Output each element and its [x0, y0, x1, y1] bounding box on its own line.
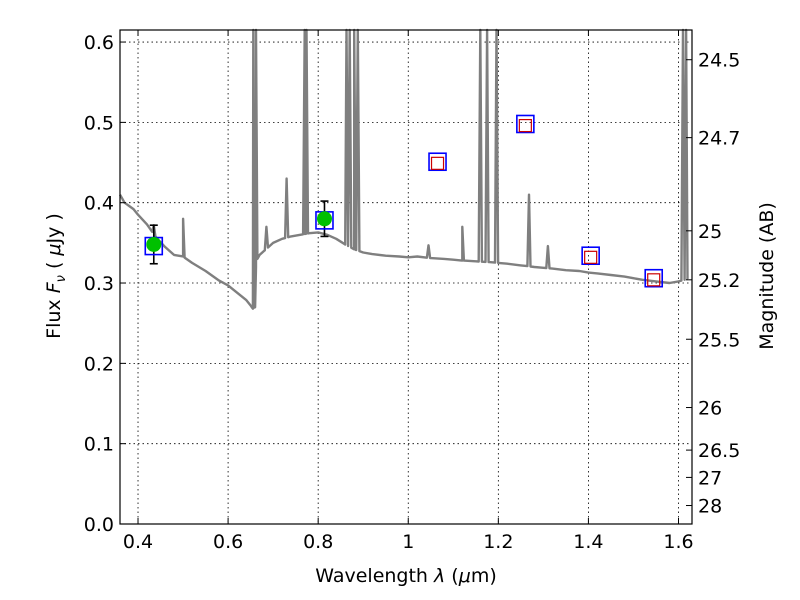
x-tick-label: 0.4: [123, 531, 153, 553]
observed-point: [316, 211, 332, 227]
model-box-marker: [516, 114, 535, 134]
y-ticks: 0.0 0.1 0.2 0.3 0.4 0.5 0.6: [84, 32, 126, 536]
x-tick-label: 1.2: [483, 531, 513, 553]
x-ticks: 0.4 0.6 0.8 1 1.2 1.4 1.6: [123, 30, 694, 553]
y-tick-label: 0.0: [84, 514, 114, 536]
predicted-marker: [647, 273, 661, 287]
photometry-markers: [144, 114, 664, 288]
y-tick-label: 0.4: [84, 193, 114, 215]
model-spectrum: [118, 28, 689, 310]
y2-axis-label: Magnitude (AB): [756, 202, 778, 350]
plot-frame: [119, 29, 693, 525]
model-spectrum-line: [118, 28, 689, 310]
y2-tick-label: 24.7: [698, 128, 740, 150]
y2-tick-label: 25: [698, 221, 722, 243]
observed-point: [146, 236, 162, 252]
x-tick-label: 1.6: [663, 531, 693, 553]
y2-tick-label: 27: [698, 467, 722, 489]
y-tick-label: 0.2: [84, 353, 114, 375]
y2-tick-label: 28: [698, 496, 722, 518]
model-box-marker: [428, 152, 447, 172]
y2-tick-label: 26: [698, 398, 722, 420]
y-tick-label: 0.5: [84, 112, 114, 134]
predicted-marker: [518, 118, 532, 133]
y-tick-label: 0.1: [84, 434, 114, 456]
y2-tick-label: 26.5: [698, 440, 740, 462]
y2-tick-label: 25.5: [698, 329, 740, 351]
predicted-marker: [584, 250, 598, 264]
y2-tick-label: 25.2: [698, 270, 740, 292]
x-tick-label: 0.8: [303, 531, 333, 553]
x-tick-label: 0.6: [213, 531, 243, 553]
grid: [120, 30, 692, 524]
y-axis-label: Flux Fν ( μJy ): [43, 213, 69, 339]
x-tick-label: 1: [402, 531, 414, 553]
y2-tick-label: 24.5: [698, 50, 740, 72]
y-tick-label: 0.3: [84, 273, 114, 295]
y-tick-label: 0.6: [84, 32, 114, 54]
x-tick-label: 1.4: [573, 531, 603, 553]
model-box-marker: [644, 268, 664, 288]
x-axis-label: Wavelength λ (μm): [315, 565, 496, 587]
predicted-marker: [430, 156, 445, 170]
model-box-marker: [581, 246, 600, 266]
y2-ticks: 24.5 24.7 25 25.2 25.5 26 26.5 27 28: [686, 50, 740, 518]
